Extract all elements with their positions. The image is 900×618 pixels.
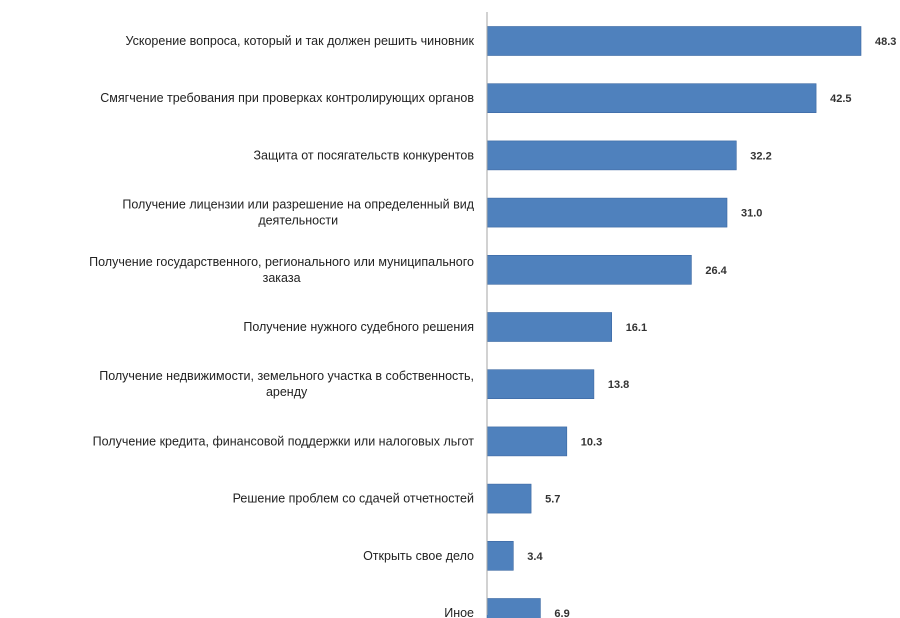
bar-10 — [486, 598, 541, 618]
bar-2 — [486, 140, 737, 171]
bar-3 — [486, 197, 728, 228]
category-label-10: Иное — [444, 606, 474, 618]
bar-7 — [486, 426, 568, 457]
category-label-4: Получение государственного, региональног… — [89, 255, 474, 285]
category-label-5: Получение нужного судебного решения — [243, 320, 474, 334]
category-label-8: Решение проблем со сдачей отчетностей — [233, 492, 474, 506]
value-label-0: 48.3 — [875, 36, 896, 48]
bars-layer — [486, 26, 862, 618]
bar-1 — [486, 83, 817, 113]
bar-8 — [486, 483, 532, 514]
bar-6 — [486, 369, 595, 400]
value-label-3: 31.0 — [741, 208, 762, 220]
value-label-7: 10.3 — [581, 436, 602, 448]
value-label-1: 42.5 — [830, 93, 851, 105]
value-label-8: 5.7 — [545, 494, 560, 506]
value-label-9: 3.4 — [527, 551, 543, 563]
value-label-2: 32.2 — [750, 150, 771, 162]
category-label-6: Получение недвижимости, земельного участ… — [99, 369, 474, 399]
bar-4 — [486, 255, 692, 285]
category-label-1: Смягчение требования при проверках контр… — [100, 91, 474, 105]
category-label-0: Ускорение вопроса, который и так должен … — [126, 34, 475, 48]
value-label-4: 26.4 — [705, 265, 727, 277]
category-label-3: Получение лицензии или разрешение на опр… — [122, 198, 474, 228]
category-label-2: Защита от посягательств конкурентов — [253, 148, 474, 162]
labels-layer: 48.3 Ускорение вопроса, который и так дол… — [89, 34, 896, 618]
bar-0 — [486, 26, 862, 56]
bar-5 — [486, 312, 612, 342]
category-label-9: Открыть свое дело — [363, 549, 474, 563]
value-label-10: 6.9 — [554, 608, 569, 618]
value-label-5: 16.1 — [626, 322, 647, 334]
category-label-7: Получение кредита, финансовой поддержки … — [93, 434, 475, 448]
value-label-6: 13.8 — [608, 379, 629, 391]
bar-9 — [486, 540, 514, 571]
